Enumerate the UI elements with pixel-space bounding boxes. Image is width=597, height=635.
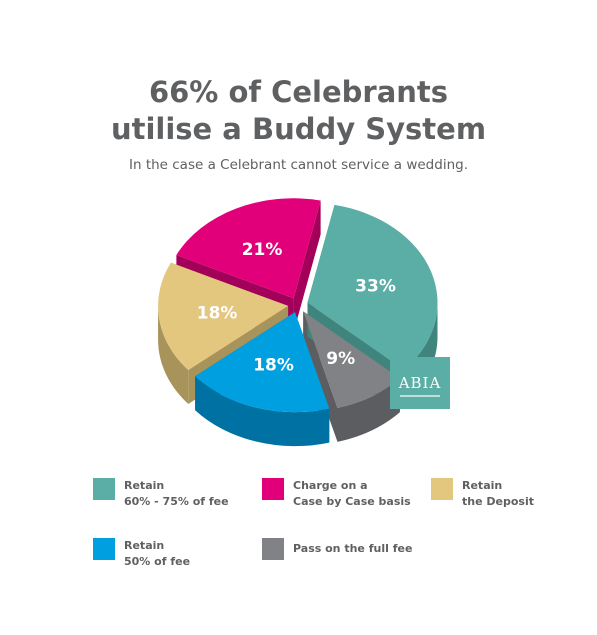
abia-logo: ABIA xyxy=(390,357,450,409)
abia-logo-text: ABIA xyxy=(398,374,442,392)
legend-item-retain-50: Retain 50% of fee xyxy=(93,538,190,570)
legend-item-retain-deposit: Retain the Deposit xyxy=(431,478,534,510)
pie-slice xyxy=(303,311,400,408)
title-line-2: utilise a Buddy System xyxy=(110,112,487,146)
legend-swatch xyxy=(93,478,115,500)
legend-label: Charge on a Case by Case basis xyxy=(293,479,411,508)
pie-value-label: 33% xyxy=(355,277,396,297)
legend-swatch xyxy=(262,478,284,500)
pie-slice-side xyxy=(337,378,400,442)
pie-value-label: 9% xyxy=(326,349,355,369)
legend-swatch xyxy=(93,538,115,560)
pie-slice-wall xyxy=(293,200,321,333)
legend-label: Retain 50% of fee xyxy=(124,539,191,568)
legend-item-charge-case-by-case: Charge on a Case by Case basis xyxy=(262,478,411,510)
pie-slice-side xyxy=(158,305,189,404)
pie-value-label: 18% xyxy=(253,356,294,376)
abia-logo-rule xyxy=(400,395,440,397)
pie-slice-side xyxy=(195,376,330,447)
legend-item-retain-60-75: Retain 60% - 75% of fee xyxy=(93,478,229,510)
pie-tops xyxy=(158,198,438,413)
chart-subtitle: In the case a Celebrant cannot service a… xyxy=(128,157,468,173)
pie-value-label: 21% xyxy=(242,240,283,260)
pie-slice xyxy=(307,204,438,370)
pie-slice xyxy=(158,262,289,370)
pie-value-labels: 33% 9% 18% 18% 21% xyxy=(197,240,396,376)
pie-value-label: 18% xyxy=(197,304,238,324)
legend-label: Pass on the full fee xyxy=(293,542,413,555)
legend-label: Retain 60% - 75% of fee xyxy=(124,479,229,508)
pie-slice xyxy=(176,198,321,299)
legend-swatch xyxy=(262,538,284,560)
pie-slice xyxy=(195,312,330,413)
legend-label: Retain the Deposit xyxy=(462,479,534,508)
legend-swatch xyxy=(431,478,453,500)
title-line-1: 66% of Celebrants xyxy=(148,75,449,109)
legend-item-pass-full-fee: Pass on the full fee xyxy=(262,538,412,560)
chart-title: 66% of Celebrants utilise a Buddy System xyxy=(0,74,597,148)
